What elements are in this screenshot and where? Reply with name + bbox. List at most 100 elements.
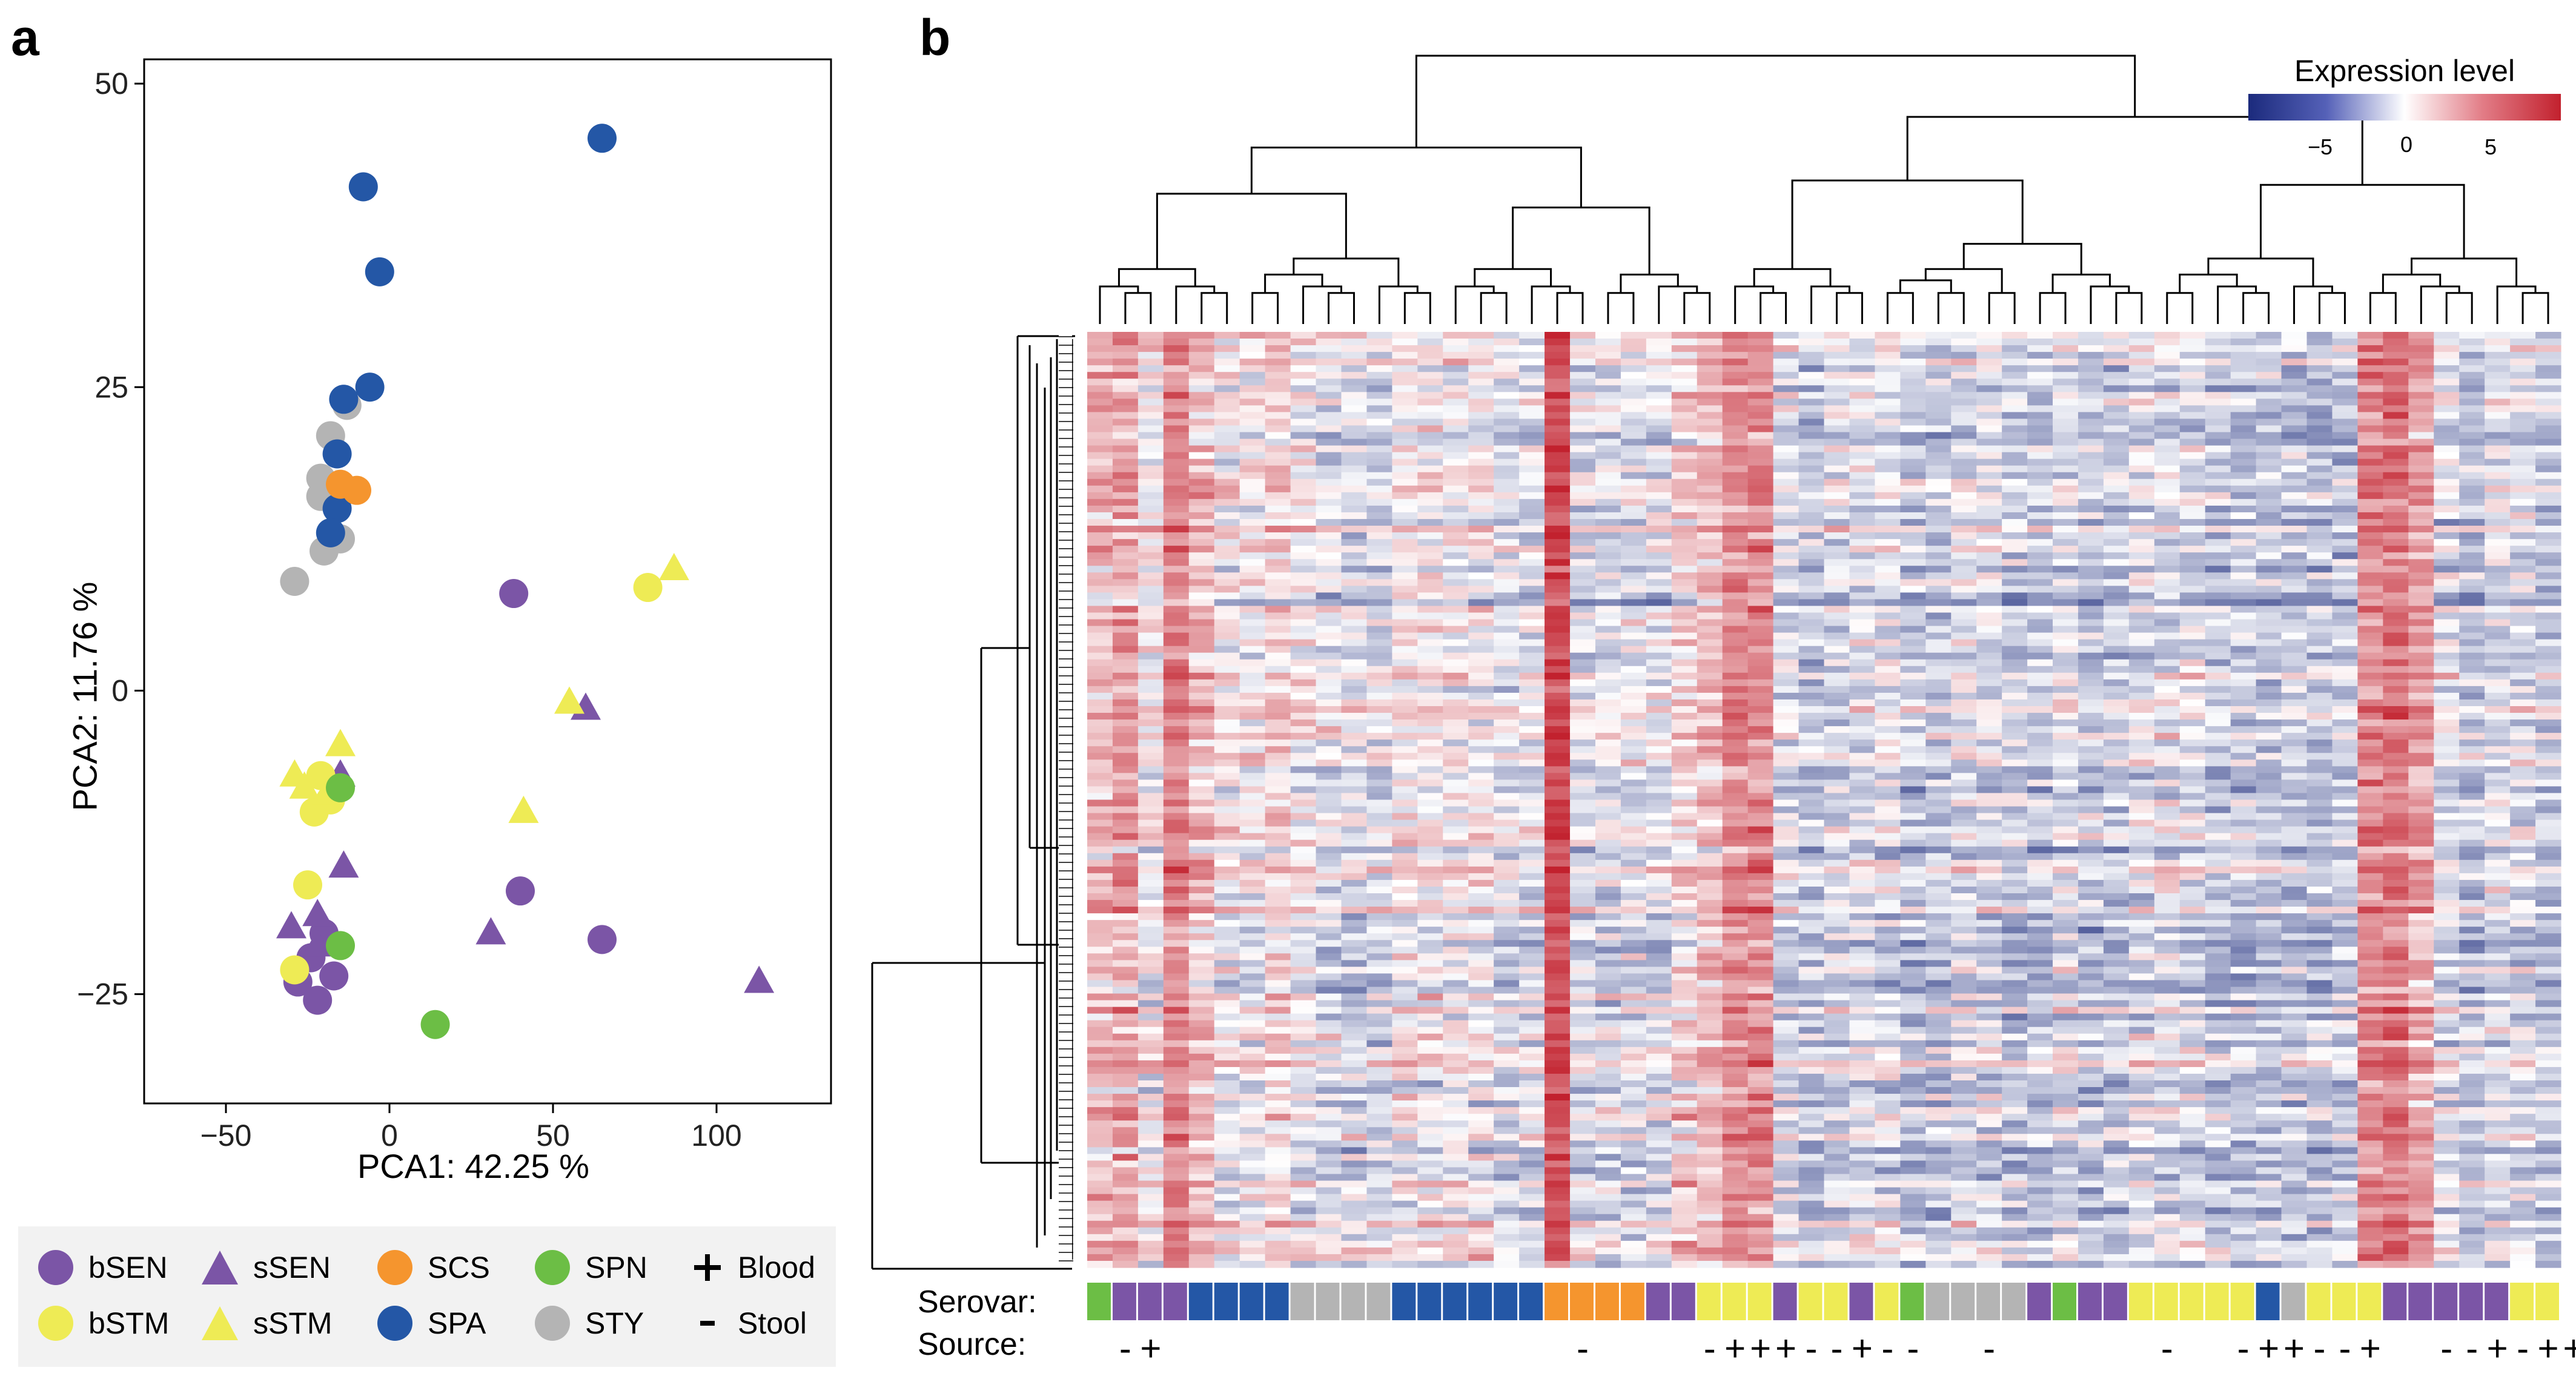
heatmap-cell [1773,987,1800,994]
heatmap-cell [1849,1167,1875,1175]
heatmap-cell [1925,960,1952,967]
heatmap-cell [1900,519,1926,526]
heatmap-cell [1188,505,1215,513]
heatmap-cell [1671,659,1698,667]
heatmap-cell [1392,706,1418,713]
heatmap-cell [1188,826,1215,834]
heatmap-cell [1087,445,1113,453]
heatmap-cell [1798,940,1825,947]
heatmap-cell [1519,907,1545,914]
heatmap-cell [1112,1080,1139,1088]
heatmap-cell [1214,1247,1240,1255]
heatmap-cell [1570,1127,1596,1134]
heatmap-cell [1646,606,1672,613]
heatmap-cell [1620,579,1647,586]
heatmap-cell [1366,773,1392,780]
heatmap-cell [1671,773,1698,780]
heatmap-cell [1900,365,1926,372]
heatmap-cell [1443,1080,1469,1088]
heatmap-cell [1646,886,1672,894]
heatmap-cell [1722,1013,1749,1021]
heatmap-cell [1265,859,1291,867]
heatmap-cell [1798,1060,1825,1068]
heatmap-cell [1798,799,1825,807]
heatmap-cell [1697,719,1723,727]
heatmap-cell [1900,672,1926,680]
heatmap-cell [1366,452,1392,460]
heatmap-cell [1188,586,1215,593]
heatmap-cell [1417,1180,1443,1188]
heatmap-cell [1468,339,1494,346]
heatmap-cell [1620,853,1647,861]
heatmap-cell [1849,927,1875,934]
heatmap-cell [1494,418,1520,426]
heatmap-cell [1341,713,1368,720]
heatmap-cell [1468,1240,1494,1248]
heatmap-cell [1620,706,1647,713]
heatmap-cell [1316,773,1342,780]
point-ssen [276,911,306,939]
heatmap-cell [1722,498,1749,506]
heatmap-cell [1849,967,1875,974]
heatmap-cell [1595,1060,1621,1068]
heatmap-cell [1798,753,1825,760]
heatmap-cell [1849,372,1875,379]
heatmap-cell [1188,846,1215,854]
heatmap-cell [1798,1040,1825,1048]
heatmap-cell [1265,418,1291,426]
heatmap-cell [1849,1020,1875,1028]
legend-label: sSEN [253,1251,331,1284]
heatmap-cell [1697,1134,1723,1141]
heatmap-cell [1112,739,1139,747]
heatmap-cell [1824,1134,1850,1141]
heatmap-cell [1392,379,1418,386]
heatmap-cell [1137,405,1164,413]
heatmap-cell [1570,826,1596,834]
heatmap-cell [1392,719,1418,727]
heatmap-cell [1595,759,1621,767]
heatmap-cell [1849,1080,1875,1088]
legend-item-spn: SPN [533,1243,647,1292]
heatmap-cell [1875,505,1901,513]
heatmap-cell [1239,606,1266,613]
heatmap-cell [1443,1147,1469,1154]
heatmap-cell [1697,1046,1723,1054]
heatmap-cell [1646,1007,1672,1014]
heatmap-cell [1265,726,1291,733]
heatmap-cell [1417,586,1443,593]
heatmap-cell [1239,1094,1266,1101]
heatmap-cell [1849,1094,1875,1101]
heatmap-cell [1900,900,1926,907]
heatmap-cell [1570,793,1596,801]
heatmap-cell [1417,1234,1443,1241]
heatmap-cell [1798,492,1825,500]
heatmap-cell [1239,552,1266,560]
heatmap-cell [1925,679,1952,687]
heatmap-cell [1646,833,1672,841]
heatmap-cell [1747,920,1774,927]
heatmap-cell [1112,973,1139,981]
heatmap-cell [1722,766,1749,773]
heatmap-cell [1265,392,1291,399]
heatmap-cell [1087,1140,1113,1148]
heatmap-cell [1087,799,1113,807]
heatmap-cell [1137,1000,1164,1008]
heatmap-cell [1468,980,1494,988]
heatmap-cell [1265,519,1291,526]
heatmap-cell [1494,666,1520,673]
heatmap-cell [1163,1027,1190,1034]
heatmap-cell [1773,886,1800,894]
heatmap-cell [1468,713,1494,720]
heatmap-cell [1316,1247,1342,1255]
heatmap-cell [1366,526,1392,533]
heatmap-cell [1137,412,1164,420]
heatmap-cell [1570,546,1596,553]
heatmap-cell [1798,472,1825,480]
heatmap-cell [1417,766,1443,773]
heatmap-cell [1545,1073,1571,1081]
heatmap-cell [1494,1020,1520,1028]
heatmap-cell [1545,940,1571,947]
dendrogram-branch [1302,285,1342,324]
heatmap-cell [1773,1053,1800,1061]
heatmap-cell [1773,659,1800,667]
